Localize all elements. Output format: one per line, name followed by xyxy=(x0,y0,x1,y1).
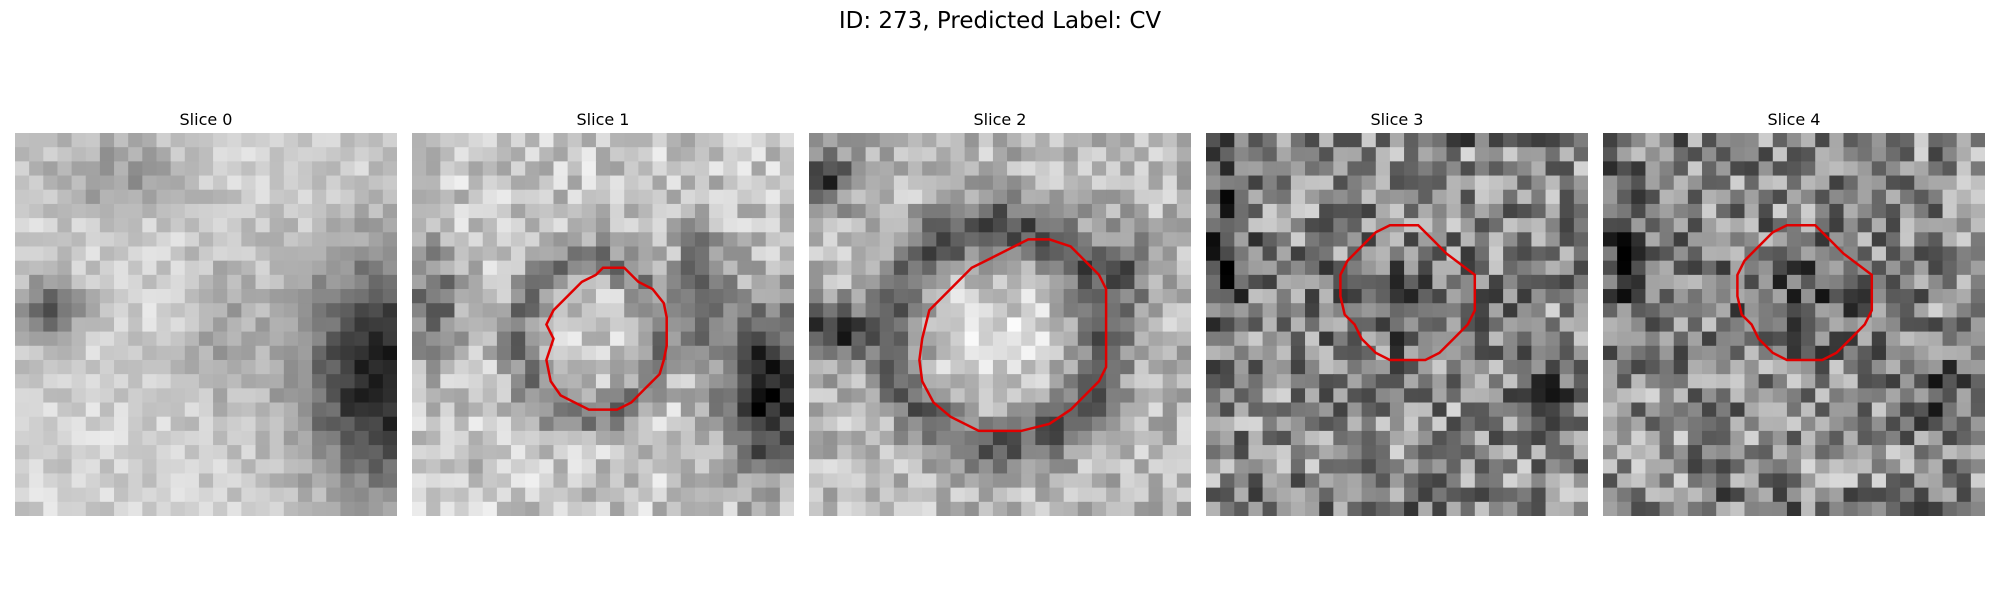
figure-title: ID: 273, Predicted Label: CV xyxy=(838,8,1162,34)
slice-image-2 xyxy=(809,133,1191,516)
pixel-grid xyxy=(412,133,794,516)
slice-image-3 xyxy=(1206,133,1588,516)
slice-title-2: Slice 2 xyxy=(973,110,1027,129)
slice-title-4: Slice 4 xyxy=(1767,110,1821,129)
slice-image-0 xyxy=(15,133,397,516)
pixel-grid xyxy=(809,133,1191,516)
slice-panel-0: Slice 0 xyxy=(15,108,397,516)
slice-title-1: Slice 1 xyxy=(576,110,630,129)
pixel-grid xyxy=(1603,133,1985,516)
slice-panel-1: Slice 1 xyxy=(412,108,794,516)
slice-title-0: Slice 0 xyxy=(179,110,233,129)
segmentation-contour xyxy=(918,238,1108,433)
slice-title-3: Slice 3 xyxy=(1370,110,1424,129)
segmentation-contour xyxy=(1339,223,1477,362)
pixel-grid xyxy=(15,133,397,516)
slice-panel-2: Slice 2 xyxy=(809,108,1191,516)
segmentation-contour xyxy=(1736,223,1874,362)
pixel-grid xyxy=(1206,133,1588,516)
slice-panel-3: Slice 3 xyxy=(1206,108,1588,516)
segmentation-contour xyxy=(545,266,668,411)
slice-image-4 xyxy=(1603,133,1985,516)
slice-panel-4: Slice 4 xyxy=(1603,108,1985,516)
slice-image-1 xyxy=(412,133,794,516)
